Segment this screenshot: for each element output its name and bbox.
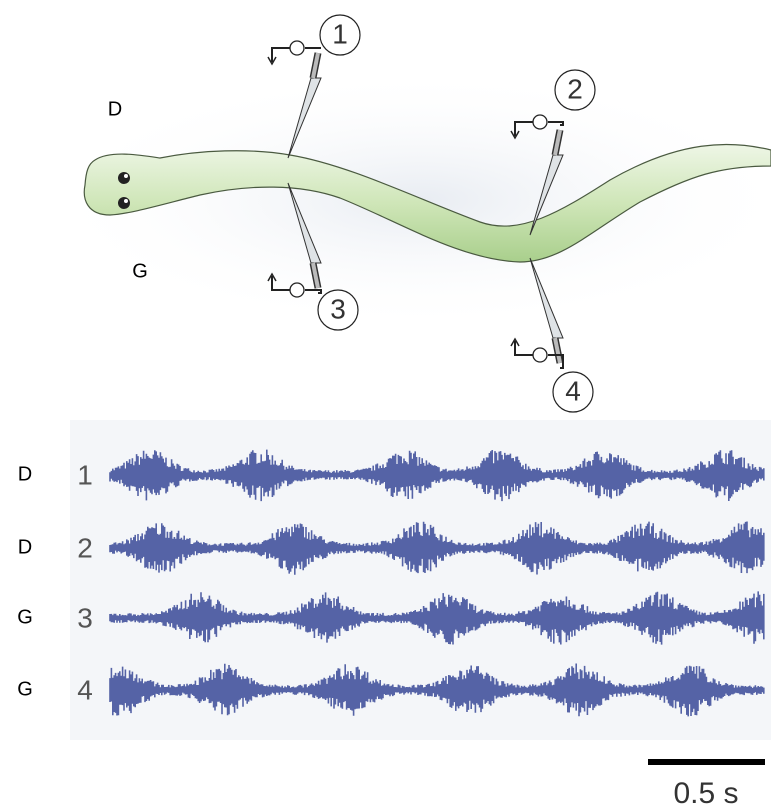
electrode-number: 2 xyxy=(567,73,583,104)
eye-highlight xyxy=(124,174,128,178)
recording-number: 2 xyxy=(77,532,93,563)
recording-side: D xyxy=(18,536,32,558)
recording-side: D xyxy=(18,463,32,485)
eye xyxy=(118,172,130,184)
electrode-number: 4 xyxy=(565,375,581,406)
scale-bar-label: 0.5 s xyxy=(673,777,738,810)
amplifier xyxy=(290,283,304,297)
eye xyxy=(118,197,130,209)
electrode-number: 3 xyxy=(330,293,346,324)
recording-number: 4 xyxy=(77,674,93,705)
figure: 1 2 3 4 D G D 1 D 2 G 3 G 4 0.5 s xyxy=(0,0,771,811)
electrode-number: 1 xyxy=(332,18,348,49)
recording-number: 1 xyxy=(77,459,93,490)
amplifier xyxy=(533,115,547,129)
ventral-label: G xyxy=(132,260,148,282)
recording-side: G xyxy=(17,678,33,700)
eye-highlight xyxy=(124,199,128,203)
recording-number: 3 xyxy=(77,602,93,633)
amplifier xyxy=(290,41,304,55)
amplifier xyxy=(533,348,547,362)
recording-side: G xyxy=(17,606,33,628)
dorsal-label: D xyxy=(108,98,122,120)
